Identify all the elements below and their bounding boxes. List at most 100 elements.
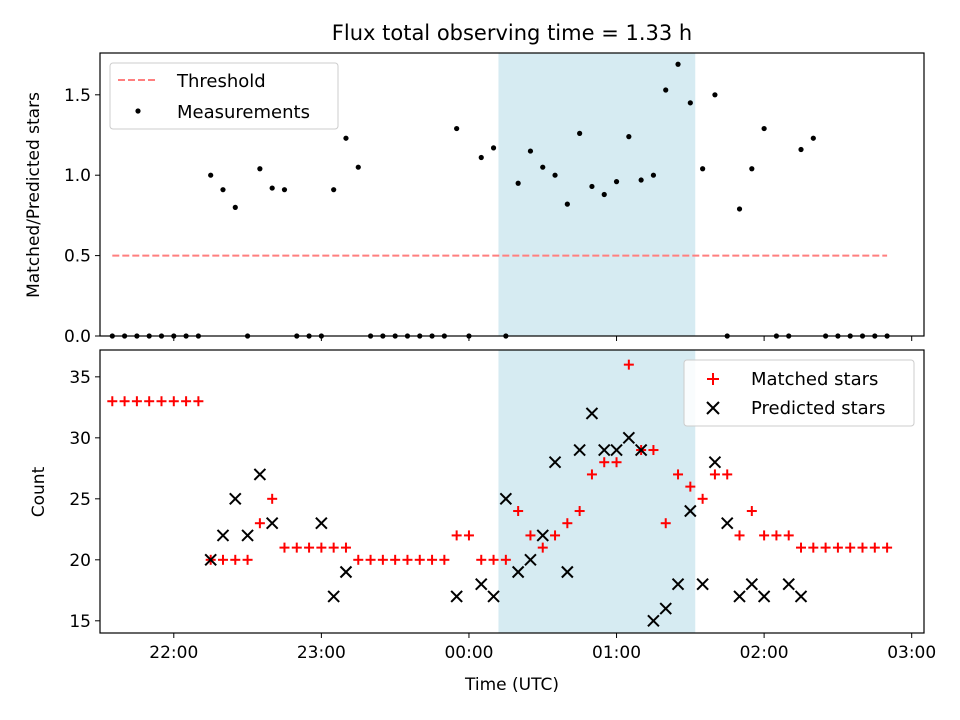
matched-stars-point (734, 530, 745, 541)
matched-stars-point (353, 554, 364, 565)
measurements-point (540, 164, 546, 170)
matched-stars-point (550, 530, 561, 541)
matched-stars-point (119, 396, 130, 407)
predicted-stars-point (610, 443, 623, 457)
predicted-stars-point (216, 529, 230, 542)
y-tick-label: 1.5 (64, 86, 91, 106)
matched-stars-point (156, 396, 167, 407)
measurements-point (638, 177, 644, 183)
predicted-stars-point (745, 577, 759, 591)
matched-stars-point (340, 542, 351, 553)
measurements-point (810, 135, 816, 141)
matched-stars-point (869, 542, 880, 553)
top-y-axis-label: Matched/Predicted stars (24, 92, 44, 298)
matched-stars-point (316, 542, 327, 553)
bottom-y-axis-label: Count (29, 466, 49, 517)
matched-stars-point (697, 493, 708, 504)
matched-stars-point (648, 445, 659, 456)
measurements-point (736, 206, 743, 212)
matched-stars-point (537, 542, 548, 553)
matched-stars-point (525, 530, 536, 541)
measurements-point (478, 154, 484, 161)
predicted-stars-point (671, 577, 685, 591)
matched-stars-point (144, 396, 155, 407)
matched-stars-point (463, 530, 474, 541)
matched-stars-point (291, 542, 302, 553)
matched-stars-point (586, 469, 597, 480)
legend-matched-marker (707, 373, 719, 385)
predicted-stars-point (253, 468, 267, 481)
predicted-stars-point (659, 602, 672, 615)
matched-stars-point (451, 530, 462, 541)
matched-stars-point (820, 542, 831, 553)
matched-stars-point (771, 530, 782, 541)
measurements-point (220, 187, 226, 193)
legend-measurements-label: Measurements (177, 102, 310, 123)
bottom-plot-frame (99, 349, 925, 634)
x-tick-label: 22:00 (149, 643, 198, 663)
legend-predicted-marker (706, 401, 720, 415)
measurements-point (208, 172, 214, 178)
bottom-x-axis-label: Time (UTC) (464, 675, 559, 695)
predicted-stars-point (634, 443, 648, 457)
measurements-point (257, 166, 263, 172)
matched-stars-point (882, 542, 893, 553)
legend-measurements-marker (135, 108, 141, 114)
predicted-stars-point (598, 443, 611, 457)
predicted-stars-point (573, 443, 586, 457)
predicted-stars-point (315, 517, 328, 530)
predicted-stars-point (511, 565, 525, 579)
matched-stars-point (857, 542, 868, 553)
x-tick-label: 01:00 (592, 643, 641, 663)
matched-stars-point (599, 457, 610, 468)
matched-stars-point (759, 530, 770, 541)
x-tick-label: 03:00 (887, 643, 936, 663)
matched-stars-point (832, 542, 843, 553)
matched-stars-point (685, 481, 696, 492)
matched-stars-point (783, 530, 794, 541)
matched-stars-point (377, 554, 388, 565)
predicted-stars-point (229, 492, 242, 506)
predicted-stars-point (561, 565, 574, 579)
matched-stars-point (193, 396, 204, 407)
matched-stars-point (562, 518, 573, 529)
top-chart-title: Flux total observing time = 1.33 h (332, 21, 692, 45)
matched-stars-point (254, 518, 265, 529)
matched-stars-point (304, 542, 315, 553)
measurements-point (281, 187, 288, 193)
matched-stars-point (488, 554, 499, 565)
matched-stars-point (414, 554, 425, 565)
y-tick-label: 0.0 (64, 327, 91, 347)
measurements-point (515, 180, 521, 186)
legend-predicted-label: Predicted stars (751, 398, 885, 419)
measurements-point (712, 92, 718, 98)
predicted-stars-point (721, 517, 734, 530)
matched-stars-point (168, 396, 179, 407)
matched-stars-point (365, 554, 376, 565)
predicted-stars-point (327, 590, 340, 603)
predicted-stars-point (782, 577, 795, 591)
y-tick-label: 15 (69, 612, 91, 632)
top-x-ticks (173, 336, 913, 341)
matched-stars-point (279, 542, 290, 553)
measurements-point (626, 134, 632, 140)
bottom-panel: 15 20 25 30 35 22:00 23:00 00:00 01:00 02:00 03:0… (29, 349, 936, 695)
measurements-point (687, 100, 693, 106)
matched-stars-point (796, 542, 807, 553)
measurements-point (355, 164, 361, 170)
predicted-stars-point (265, 517, 279, 530)
measurements-point (269, 185, 275, 191)
predicted-stars-point (450, 590, 463, 603)
matched-stars-point (131, 396, 142, 407)
predicted-stars-point (339, 565, 353, 579)
predicted-stars-point (241, 529, 254, 542)
measurements-point (490, 145, 497, 151)
matched-stars-point (476, 554, 487, 565)
predicted-stars-point (684, 504, 697, 518)
measurements-point (663, 87, 669, 93)
y-tick-label: 20 (69, 551, 91, 571)
top-legend-frame (109, 62, 339, 130)
y-tick-label: 1.0 (64, 166, 91, 186)
matched-stars-point (845, 542, 856, 553)
